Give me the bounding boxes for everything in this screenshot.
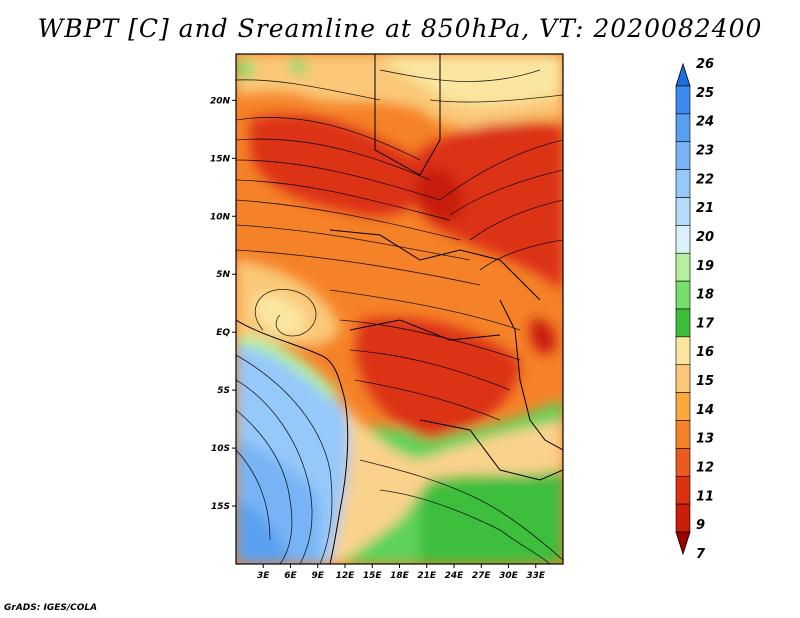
colorbar-segment xyxy=(675,169,691,198)
colorbar-label: 7 xyxy=(696,547,706,562)
colorbar-segment xyxy=(675,225,691,254)
x-tick-label: 15E xyxy=(363,571,383,581)
y-tick-label: EQ xyxy=(216,328,230,338)
y-tick-label: 5S xyxy=(217,386,230,396)
colorbar-label: 19 xyxy=(696,259,714,274)
colorbar-label: 20 xyxy=(696,230,714,245)
x-tick-label: 9E xyxy=(312,571,325,581)
colorbar-label: 9 xyxy=(696,518,705,533)
colorbar-segment xyxy=(675,336,691,366)
software-credit: GrADS: IGES/COLA xyxy=(4,603,98,613)
colorbar-segment xyxy=(675,308,691,338)
colorbar-segment xyxy=(675,280,691,310)
y-tick-label: 10S xyxy=(211,444,230,454)
wbpt-field xyxy=(236,54,563,564)
y-axis-ticks: 20N 15N 10N 5N EQ 5S 10S 15S xyxy=(210,96,236,512)
coastlines-borders xyxy=(236,54,563,564)
colorbar: 7 9 11 12 13 14 15 16 17 18 19 20 21 22 23 24 25 26 xyxy=(675,57,715,562)
colorbar-label: 25 xyxy=(696,86,714,101)
x-tick-label: 6E xyxy=(284,571,297,581)
colorbar-label: 24 xyxy=(696,115,714,130)
colorbar-label: 23 xyxy=(696,143,714,158)
colorbar-label: 15 xyxy=(696,374,714,389)
colorbar-segment xyxy=(675,503,691,533)
x-tick-label: 24E xyxy=(445,571,465,581)
streamlines xyxy=(236,69,563,564)
x-tick-label: 21E xyxy=(417,571,437,581)
colorbar-label: 18 xyxy=(696,288,714,303)
colorbar-segment xyxy=(675,252,691,282)
colorbar-segment xyxy=(675,420,691,449)
colorbar-bottom-arrow xyxy=(675,531,691,556)
y-tick-label: 5N xyxy=(216,270,230,280)
y-tick-label: 15S xyxy=(211,502,230,512)
y-tick-label: 15N xyxy=(210,154,231,164)
colorbar-label: 16 xyxy=(696,345,714,360)
colorbar-label: 21 xyxy=(696,201,714,216)
colorbar-segment xyxy=(675,141,691,170)
colorbar-segment xyxy=(675,364,691,393)
y-tick-label: 10N xyxy=(210,212,231,222)
colorbar-label: 17 xyxy=(696,316,715,331)
colorbar-label: 26 xyxy=(696,57,714,72)
map-title: WBPT [C] and Sreamline at 850hPa, VT: 20… xyxy=(37,14,763,43)
y-tick-label: 20N xyxy=(210,96,231,106)
colorbar-segment xyxy=(675,475,691,505)
colorbar-label: 12 xyxy=(696,461,714,476)
x-tick-label: 27E xyxy=(472,571,492,581)
colorbar-label: 13 xyxy=(696,432,714,447)
colorbar-top-arrow xyxy=(675,62,691,87)
colorbar-label: 22 xyxy=(696,172,714,187)
x-tick-label: 3E xyxy=(257,571,270,581)
x-tick-label: 12E xyxy=(336,571,356,581)
colorbar-label: 14 xyxy=(696,403,714,418)
colorbar-segment xyxy=(675,113,691,143)
colorbar-segment xyxy=(675,448,691,477)
colorbar-label: 11 xyxy=(696,489,714,504)
x-tick-label: 30E xyxy=(499,571,519,581)
colorbar-segment xyxy=(675,85,691,115)
x-axis-ticks: 3E 6E 9E 12E 15E 18E 21E 24E 27E 30E 33E xyxy=(257,564,546,581)
x-tick-label: 33E xyxy=(526,571,546,581)
colorbar-segment xyxy=(675,392,691,421)
x-tick-label: 18E xyxy=(390,571,410,581)
colorbar-segment xyxy=(675,197,691,226)
